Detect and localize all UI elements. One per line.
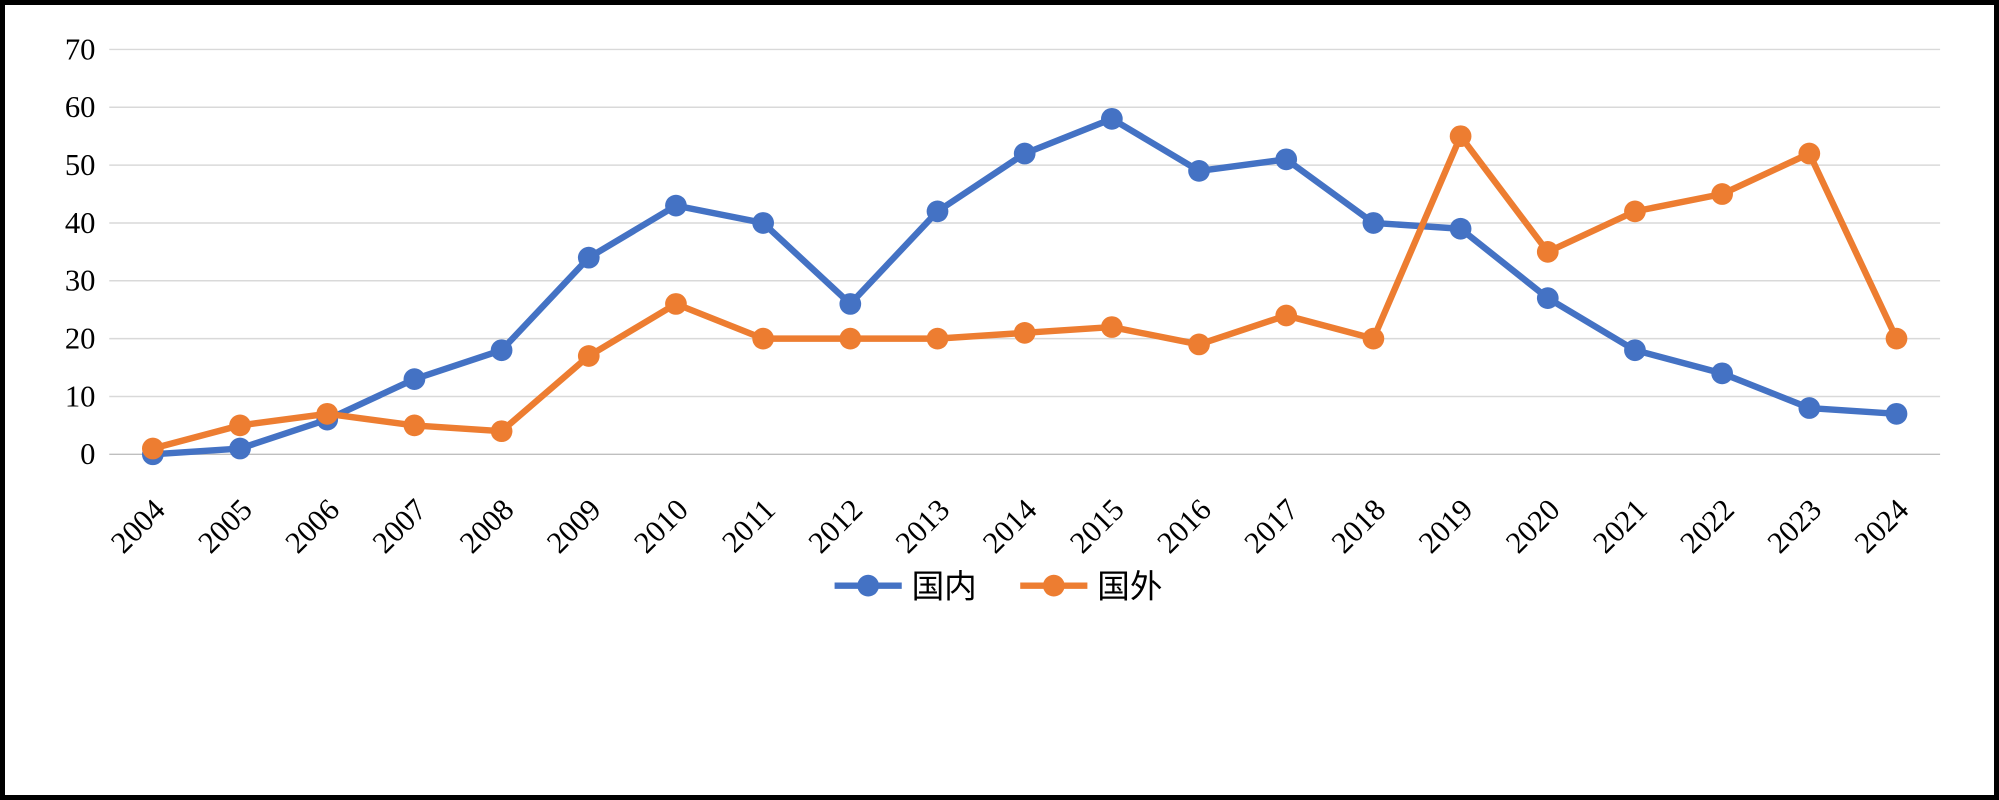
- series-line: [149, 132, 1900, 452]
- x-axis-tick-label: 2010: [627, 492, 694, 559]
- data-point-marker: [403, 414, 426, 437]
- data-point-marker: [1624, 339, 1646, 362]
- x-axis-tick-label: 2011: [715, 492, 782, 559]
- data-point-marker: [752, 327, 774, 350]
- data-point-marker: [1013, 321, 1036, 344]
- x-axis-tick-label: 2008: [453, 492, 520, 559]
- y-axis-tick-label: 70: [65, 32, 96, 66]
- x-axis-tick-label: 2004: [104, 492, 171, 559]
- data-point-marker: [316, 402, 339, 425]
- legend-label: 国外: [1097, 569, 1162, 606]
- x-axis-tick-label: 2015: [1063, 492, 1130, 559]
- data-point-marker: [229, 414, 251, 437]
- data-point-marker: [1101, 316, 1123, 338]
- data-point-marker: [926, 327, 949, 350]
- series-国内: [141, 107, 1908, 466]
- legend-marker: [857, 574, 880, 597]
- data-point-marker: [1013, 142, 1036, 165]
- data-point-marker: [490, 420, 513, 443]
- legend-label: 国内: [912, 569, 977, 606]
- data-point-marker: [1188, 160, 1210, 182]
- data-point-marker: [577, 246, 600, 269]
- data-point-marker: [490, 339, 513, 362]
- data-point-marker: [1101, 107, 1123, 130]
- x-axis-tick-label: 2009: [540, 492, 607, 559]
- data-point-marker: [1798, 142, 1821, 165]
- x-axis-tick-label: 2016: [1150, 492, 1217, 559]
- y-axis-tick-label: 20: [65, 322, 96, 356]
- data-point-marker: [1449, 217, 1472, 240]
- x-axis-tick-label: 2006: [279, 492, 346, 559]
- x-axis-tick-label: 2018: [1325, 492, 1392, 559]
- series-国外: [141, 125, 1908, 460]
- data-point-marker: [1275, 148, 1298, 171]
- x-axis-tick-label: 2019: [1412, 492, 1479, 559]
- y-axis-tick-label: 60: [65, 90, 96, 124]
- y-axis-tick-label: 50: [65, 148, 96, 182]
- data-point-marker: [141, 437, 164, 460]
- x-axis-tick-label: 2014: [976, 492, 1043, 559]
- y-axis-tick-labels: 0 10 20 30 40 50 60 70: [65, 32, 96, 471]
- x-axis-tick-label: 2022: [1674, 492, 1741, 559]
- legend-item-国内: 国内: [834, 569, 977, 606]
- data-point-marker: [1885, 327, 1908, 350]
- data-point-marker: [752, 212, 774, 234]
- data-point-marker: [1362, 212, 1385, 234]
- data-point-marker: [1536, 241, 1559, 263]
- data-point-marker: [926, 200, 949, 223]
- legend-marker: [1042, 574, 1065, 597]
- data-point-marker: [665, 194, 687, 217]
- data-point-marker: [1275, 304, 1298, 327]
- x-axis-tick-label: 2012: [802, 492, 869, 559]
- legend-item-国外: 国外: [1020, 569, 1162, 606]
- data-point-marker: [229, 437, 251, 460]
- legend: 国内 国外: [834, 569, 1162, 606]
- data-point-marker: [1798, 397, 1821, 419]
- data-point-marker: [839, 293, 862, 315]
- data-point-marker: [1711, 183, 1734, 205]
- x-axis-tick-label: 2013: [889, 492, 956, 559]
- data-point-marker: [1188, 333, 1210, 356]
- data-point-marker: [665, 293, 687, 315]
- x-axis-tick-label: 2007: [366, 492, 433, 559]
- x-axis-tick-label: 2021: [1586, 492, 1653, 559]
- x-axis-tick-label: 2024: [1848, 492, 1915, 559]
- data-point-marker: [1536, 287, 1559, 310]
- x-axis-tick-labels: 2004 2005 2006 2007 2008 2009 2010 2011 2012 2013…: [104, 492, 1915, 559]
- data-point-marker: [1362, 327, 1385, 350]
- x-axis-tick-label: 2005: [191, 492, 258, 559]
- data-point-marker: [403, 368, 426, 390]
- x-axis-tick-label: 2023: [1761, 492, 1828, 559]
- data-point-marker: [1449, 125, 1472, 148]
- y-axis-tick-label: 0: [80, 437, 95, 471]
- series-line: [149, 115, 1900, 458]
- data-point-marker: [1624, 200, 1646, 223]
- y-axis-tick-label: 40: [65, 206, 96, 240]
- y-axis-tick-label: 30: [65, 264, 96, 298]
- data-point-marker: [577, 345, 600, 367]
- x-axis-tick-label: 2020: [1499, 492, 1566, 559]
- y-axis-tick-label: 10: [65, 379, 96, 413]
- x-axis-tick-label: 2017: [1238, 492, 1305, 559]
- data-point-marker: [1711, 362, 1734, 385]
- data-point-marker: [839, 327, 862, 350]
- data-point-marker: [1885, 402, 1908, 425]
